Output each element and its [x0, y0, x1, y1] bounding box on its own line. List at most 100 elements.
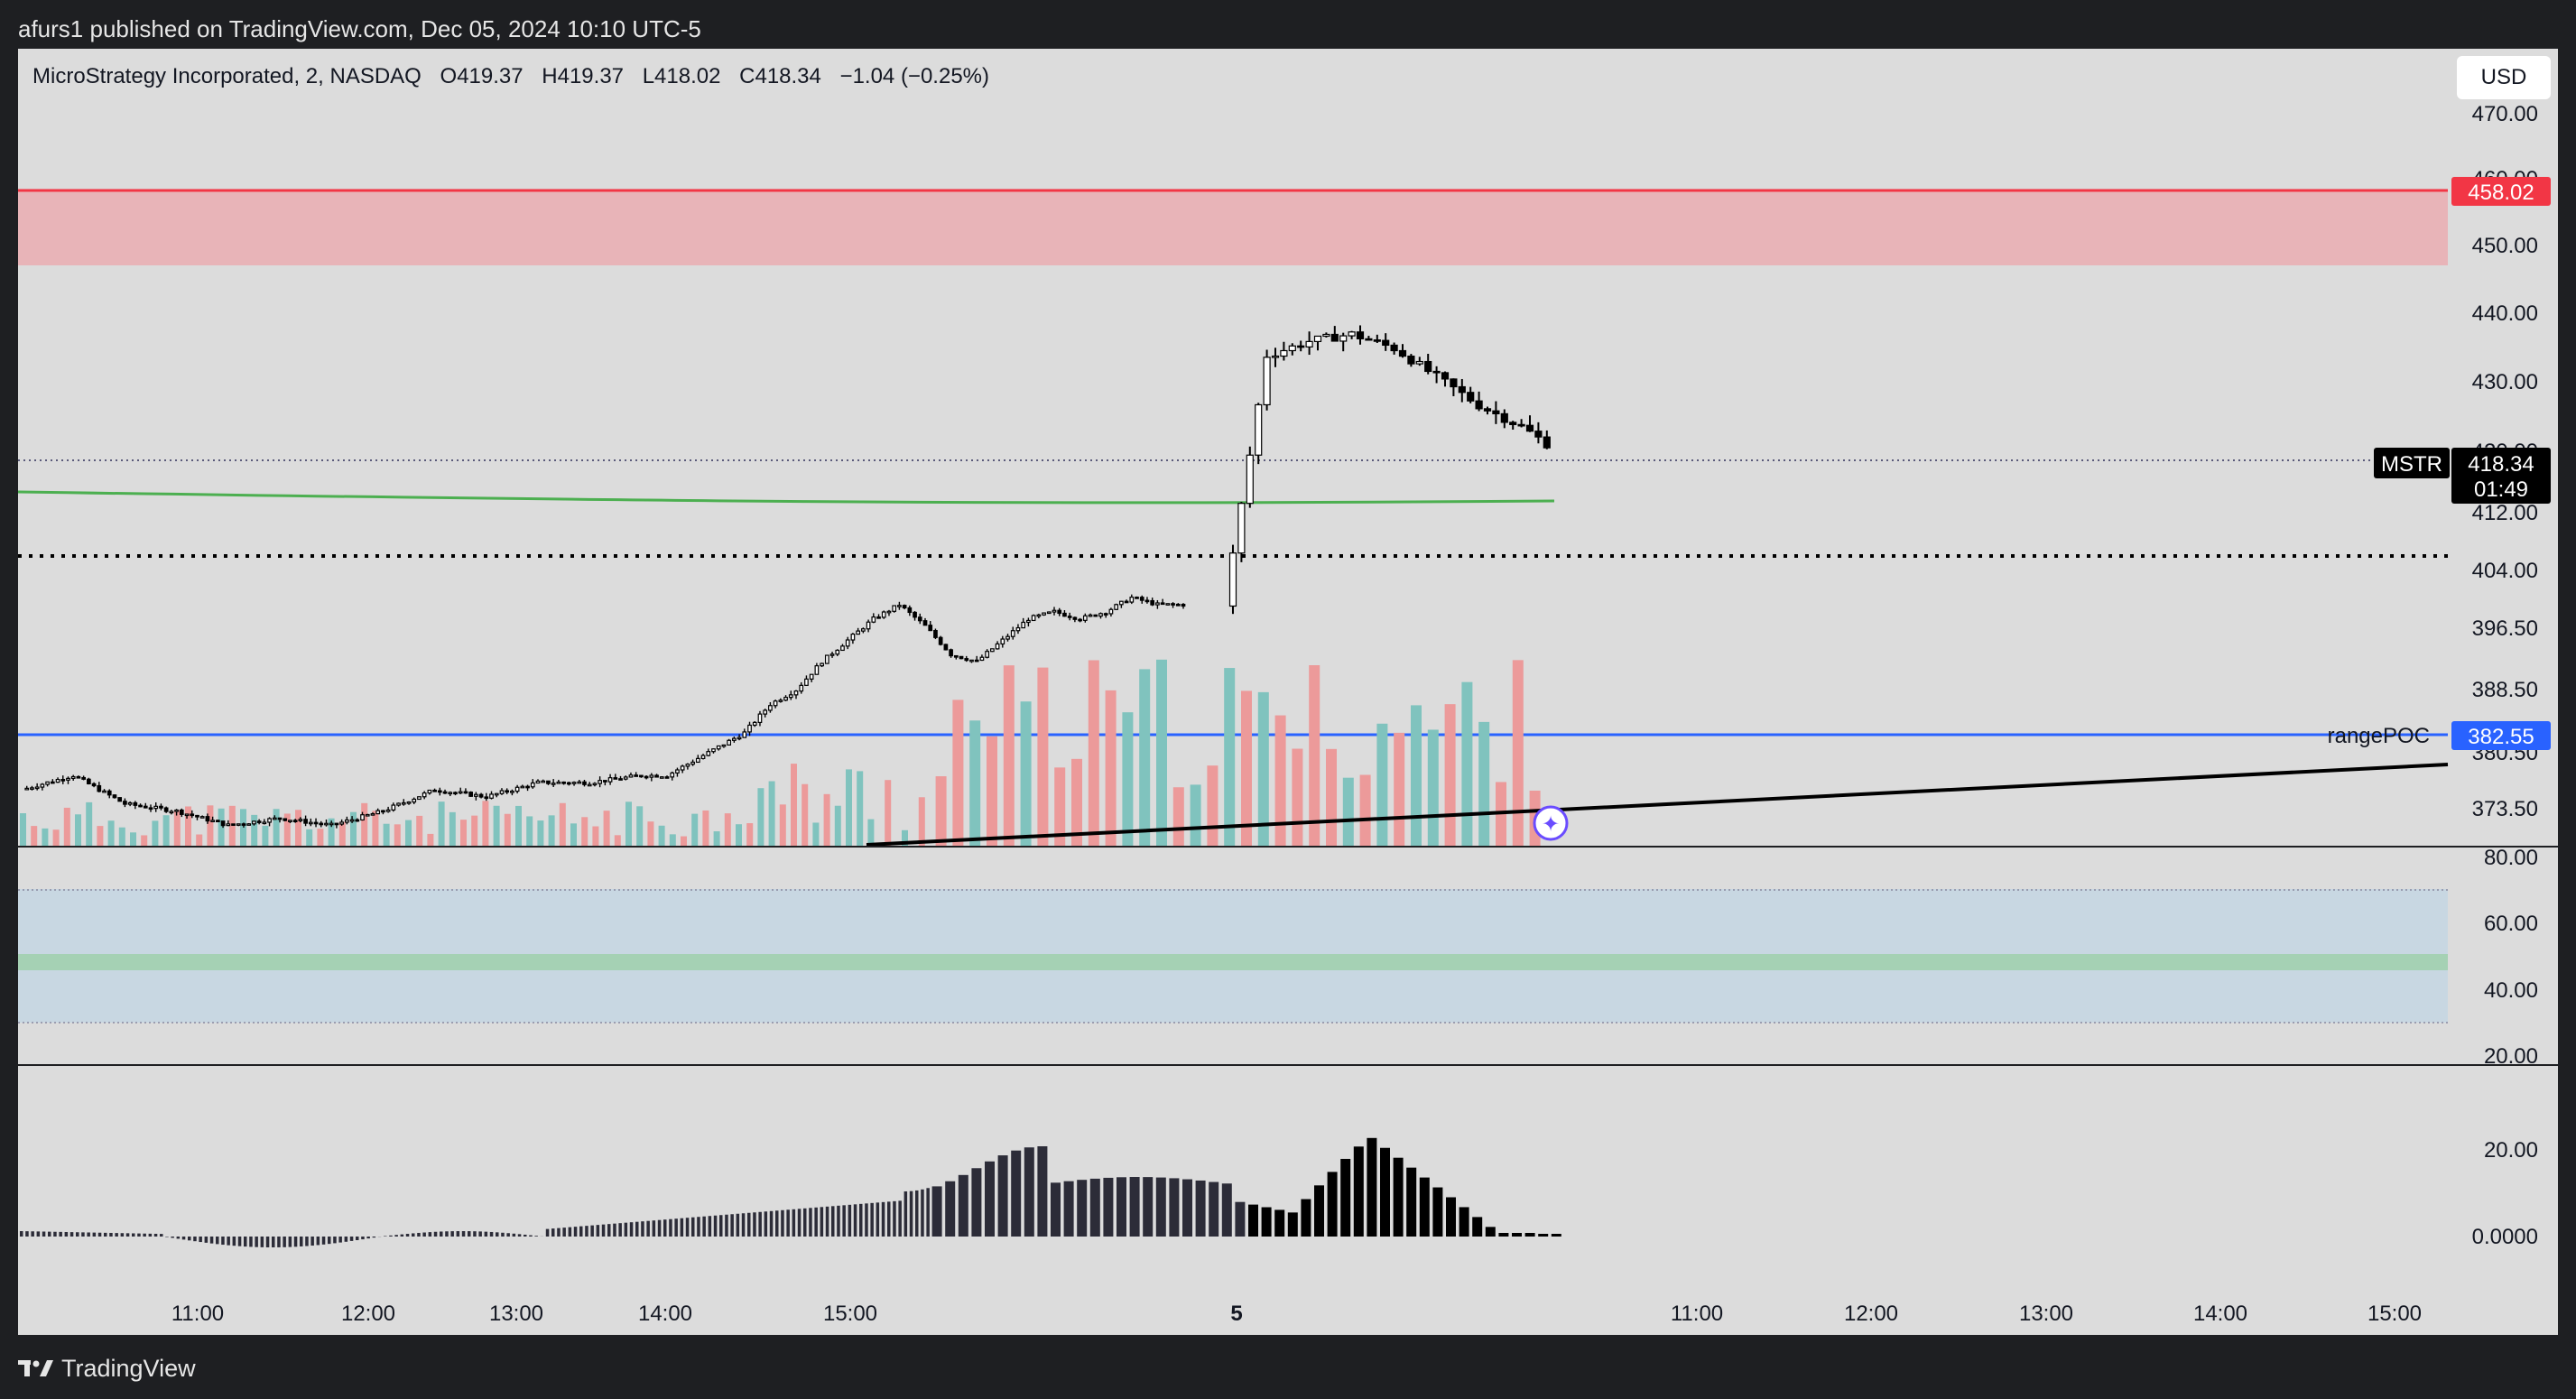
- macd-bar: [792, 1209, 796, 1237]
- volume-bar: [526, 816, 533, 846]
- macd-bar: [115, 1233, 118, 1237]
- candle-body: [1271, 355, 1280, 358]
- candle-body: [732, 737, 737, 741]
- macd-bar: [646, 1220, 650, 1237]
- volume-bar: [987, 736, 997, 846]
- time-axis[interactable]: 11:00 12:00 13:00 14:00 15:00 5 11:00 12:00 13:0…: [171, 1302, 2422, 1326]
- macd-axis[interactable]: 20.00 0.0000: [2472, 1138, 2538, 1249]
- macd-bar: [585, 1226, 588, 1237]
- time-axis-label: 13:00: [2019, 1302, 2073, 1326]
- macd-bar: [691, 1217, 695, 1237]
- candle-body: [381, 810, 385, 813]
- macd-bar: [842, 1205, 846, 1237]
- macd-bar: [786, 1209, 790, 1237]
- volume-bar: [867, 819, 875, 846]
- macd-bar: [579, 1226, 583, 1237]
- candle-body: [123, 801, 127, 805]
- volume-bar: [52, 829, 60, 846]
- candle-body: [799, 684, 804, 692]
- currency-button[interactable]: USD: [2457, 56, 2551, 99]
- red-level-tag: 458.02: [2451, 177, 2551, 206]
- volume-bar: [834, 805, 841, 846]
- candle-body: [1103, 613, 1108, 616]
- candle-body: [670, 772, 675, 778]
- candle-body: [587, 783, 592, 787]
- macd-bar: [501, 1232, 505, 1237]
- macd-bar: [310, 1237, 314, 1246]
- candle-body: [256, 820, 262, 823]
- symbol-title[interactable]: MicroStrategy Incorporated, 2, NASDAQ: [32, 64, 422, 88]
- candle-body: [437, 790, 442, 793]
- price-axis-label: 470.00: [2472, 102, 2538, 126]
- macd-bar: [1089, 1178, 1100, 1237]
- candle-body: [793, 690, 799, 696]
- macd-bar: [764, 1211, 768, 1237]
- rsi-axis-label: 20.00: [2484, 1044, 2538, 1069]
- macd-bar: [1538, 1234, 1549, 1237]
- macd-bar: [422, 1232, 426, 1237]
- star-marker-icon[interactable]: ✦: [1533, 805, 1569, 841]
- rsi-axis[interactable]: 80.00 60.00 40.00 20.00: [2484, 846, 2538, 1069]
- macd-bar: [629, 1222, 634, 1237]
- macd-bar: [283, 1237, 286, 1247]
- candle-body: [236, 823, 241, 826]
- candle-body: [313, 821, 319, 825]
- candle-body: [716, 745, 721, 750]
- macd-bar: [641, 1221, 644, 1237]
- macd-bar: [1103, 1177, 1114, 1237]
- candle-body: [535, 780, 541, 784]
- volume-bar: [207, 805, 214, 846]
- macd-bar: [193, 1237, 197, 1242]
- candle-body: [199, 816, 205, 819]
- candle-body: [649, 774, 654, 778]
- volume-bar: [885, 780, 892, 846]
- candle-body: [561, 781, 566, 784]
- candle-body: [917, 616, 922, 622]
- volume-bar: [603, 811, 610, 846]
- volume-bar: [130, 832, 136, 846]
- volume-bar: [902, 829, 908, 846]
- macd-bar: [713, 1215, 718, 1237]
- candle-body: [892, 605, 897, 612]
- macd-bar: [534, 1236, 538, 1237]
- macd-bar: [663, 1219, 667, 1237]
- volume-bar: [438, 801, 445, 846]
- macd-bar: [148, 1233, 153, 1237]
- candle-body: [220, 820, 226, 827]
- macd-bar: [545, 1228, 550, 1237]
- poc-label: rangePOC: [2328, 724, 2430, 748]
- macd-bar: [1432, 1187, 1443, 1237]
- macd-bar: [1551, 1234, 1561, 1237]
- candle-body: [1036, 614, 1042, 617]
- macd-bar: [870, 1202, 874, 1237]
- macd-bar: [265, 1237, 270, 1247]
- candle-body: [1052, 609, 1057, 613]
- macd-bar: [120, 1233, 125, 1237]
- macd-bar: [848, 1204, 852, 1237]
- candle-body: [267, 818, 272, 823]
- macd-bar: [300, 1237, 303, 1246]
- volume-bar: [636, 806, 644, 846]
- volume-bar: [581, 817, 588, 846]
- candle-body: [319, 822, 324, 826]
- candle-body: [773, 700, 778, 707]
- candle-body: [979, 656, 985, 662]
- svg-text:✦: ✦: [1542, 811, 1560, 837]
- macd-bar: [321, 1237, 326, 1245]
- volume-bar: [935, 776, 947, 846]
- macd-bar: [753, 1212, 756, 1237]
- candle-body: [922, 620, 928, 626]
- volume-bar: [20, 813, 26, 846]
- macd-bar: [64, 1231, 69, 1237]
- footer-brand[interactable]: TradingView: [18, 1352, 196, 1385]
- candle-body: [711, 748, 716, 753]
- macd-bar: [685, 1218, 690, 1237]
- macd-histogram: [20, 1137, 1561, 1247]
- macd-bar: [1446, 1197, 1456, 1237]
- macd-bar: [125, 1233, 130, 1237]
- volume-bar: [31, 826, 38, 846]
- candle-body: [510, 790, 514, 793]
- macd-bar: [69, 1232, 74, 1237]
- macd-bar: [1169, 1178, 1180, 1237]
